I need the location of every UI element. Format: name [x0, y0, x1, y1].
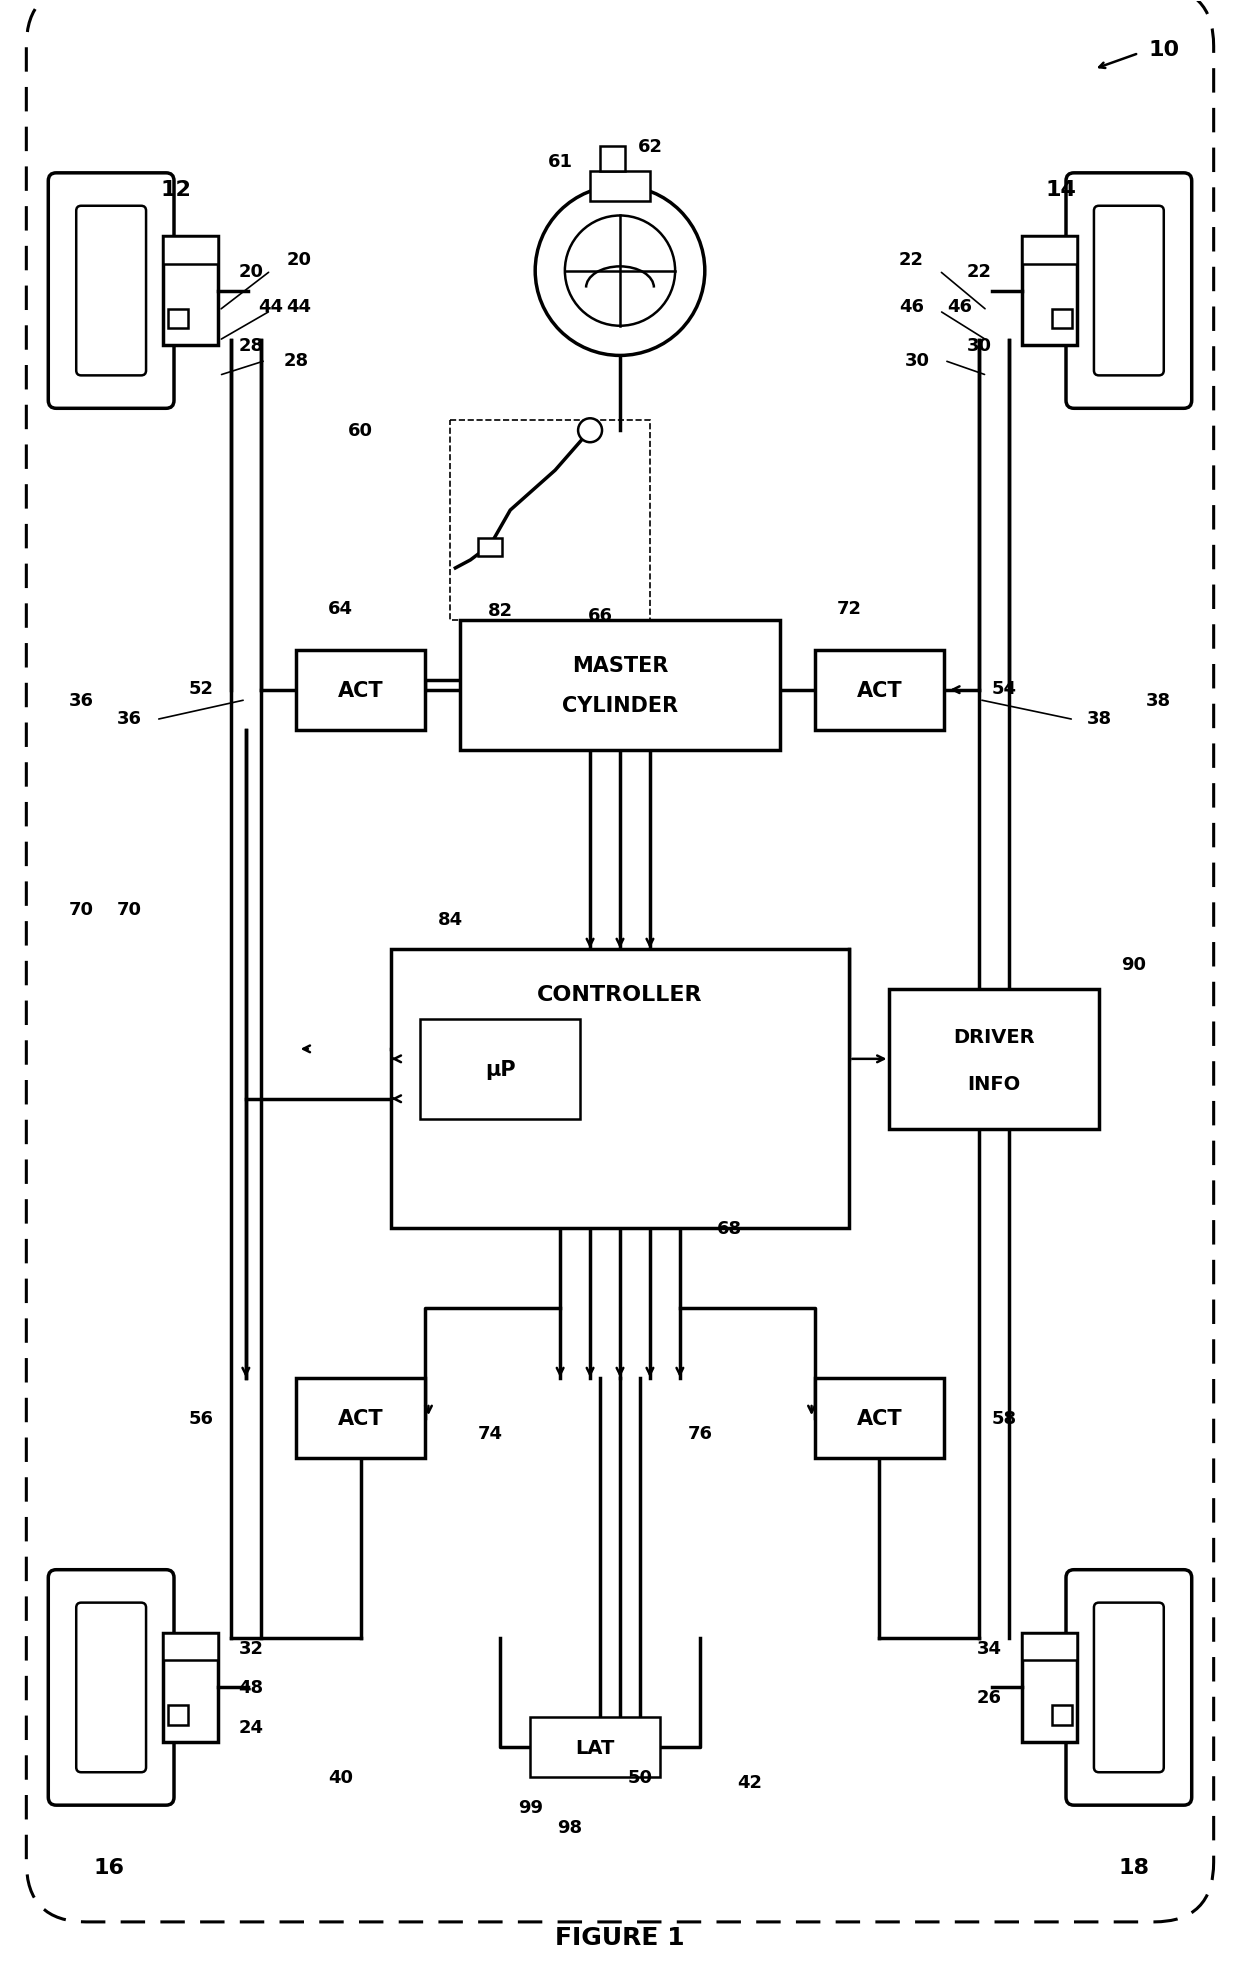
Text: 98: 98: [558, 1818, 583, 1835]
Text: 82: 82: [487, 602, 513, 620]
Text: 32: 32: [238, 1639, 263, 1657]
Text: ACT: ACT: [337, 681, 383, 701]
Bar: [531, 1717, 660, 1778]
Text: 61: 61: [548, 152, 573, 170]
Text: 70: 70: [68, 901, 94, 919]
Bar: [450, 422, 650, 620]
FancyBboxPatch shape: [1094, 1604, 1164, 1772]
FancyBboxPatch shape: [1066, 1570, 1192, 1806]
Bar: [162, 1634, 218, 1742]
Bar: [1022, 1634, 1078, 1742]
Text: MASTER: MASTER: [572, 655, 668, 675]
Text: 99: 99: [518, 1798, 543, 1816]
Text: 24: 24: [238, 1719, 263, 1736]
Bar: [420, 1020, 580, 1119]
Text: 76: 76: [687, 1424, 712, 1441]
Bar: [167, 1705, 188, 1725]
Bar: [162, 236, 218, 346]
FancyBboxPatch shape: [48, 174, 174, 410]
Text: 46: 46: [899, 297, 924, 315]
Text: 62: 62: [637, 139, 662, 156]
Text: 66: 66: [588, 606, 613, 624]
Text: 74: 74: [477, 1424, 502, 1441]
Text: 38: 38: [1146, 691, 1172, 709]
Text: 48: 48: [238, 1679, 263, 1697]
Bar: [1022, 236, 1078, 346]
FancyBboxPatch shape: [76, 206, 146, 376]
Bar: [590, 172, 650, 202]
Text: 26: 26: [977, 1689, 1002, 1707]
Text: DRIVER: DRIVER: [954, 1028, 1035, 1047]
Text: ACT: ACT: [337, 1408, 383, 1428]
Text: 28: 28: [283, 352, 309, 370]
Text: 36: 36: [117, 709, 141, 727]
Text: 16: 16: [94, 1857, 125, 1877]
Bar: [460, 620, 780, 750]
Text: 20: 20: [286, 251, 311, 269]
Text: FIGURE 1: FIGURE 1: [556, 1925, 684, 1948]
Bar: [600, 147, 625, 172]
Circle shape: [536, 186, 704, 356]
Text: 52: 52: [188, 679, 213, 697]
Text: INFO: INFO: [967, 1075, 1021, 1093]
Text: 12: 12: [160, 180, 191, 200]
Text: 60: 60: [348, 422, 373, 440]
Text: 28: 28: [238, 337, 263, 354]
Text: 58: 58: [992, 1410, 1017, 1428]
FancyBboxPatch shape: [48, 1570, 174, 1806]
Bar: [1052, 309, 1073, 329]
Bar: [391, 950, 849, 1230]
FancyBboxPatch shape: [1066, 174, 1192, 410]
Text: 64: 64: [329, 600, 353, 618]
Text: 34: 34: [977, 1639, 1002, 1657]
Text: 14: 14: [1045, 180, 1076, 200]
Bar: [167, 309, 188, 329]
Text: 46: 46: [946, 297, 972, 315]
Text: 38: 38: [1086, 709, 1111, 727]
Text: 30: 30: [905, 352, 930, 370]
Text: 90: 90: [1121, 956, 1146, 974]
FancyBboxPatch shape: [76, 1604, 146, 1772]
Text: ACT: ACT: [857, 681, 903, 701]
FancyBboxPatch shape: [1094, 206, 1164, 376]
Bar: [479, 539, 502, 556]
Text: 54: 54: [992, 679, 1017, 697]
Text: 84: 84: [438, 911, 463, 929]
Text: μP: μP: [485, 1059, 516, 1079]
Bar: [1022, 1634, 1078, 1661]
Bar: [1052, 1705, 1073, 1725]
Text: 50: 50: [627, 1768, 652, 1786]
Circle shape: [578, 420, 603, 444]
Text: 42: 42: [738, 1774, 763, 1792]
Circle shape: [565, 216, 675, 327]
Text: 22: 22: [899, 251, 924, 269]
Text: 68: 68: [717, 1220, 743, 1238]
Text: 10: 10: [1148, 40, 1179, 59]
Text: 44: 44: [286, 297, 311, 315]
Text: 22: 22: [967, 263, 992, 281]
Text: 20: 20: [238, 263, 263, 281]
Bar: [295, 651, 425, 731]
Text: 36: 36: [68, 691, 94, 709]
Bar: [162, 1634, 218, 1661]
Bar: [162, 236, 218, 265]
Bar: [815, 1378, 945, 1457]
Text: 44: 44: [258, 297, 283, 315]
Text: LAT: LAT: [575, 1738, 615, 1756]
Text: 18: 18: [1118, 1857, 1149, 1877]
Bar: [889, 990, 1099, 1129]
Bar: [295, 1378, 425, 1457]
Text: CYLINDER: CYLINDER: [562, 695, 678, 715]
Text: 70: 70: [117, 901, 141, 919]
Bar: [815, 651, 945, 731]
Text: 72: 72: [837, 600, 862, 618]
Text: 56: 56: [188, 1410, 213, 1428]
Text: 40: 40: [329, 1768, 353, 1786]
Text: CONTROLLER: CONTROLLER: [537, 984, 703, 1004]
Text: 30: 30: [967, 337, 992, 354]
Bar: [1022, 236, 1078, 265]
Text: ACT: ACT: [857, 1408, 903, 1428]
